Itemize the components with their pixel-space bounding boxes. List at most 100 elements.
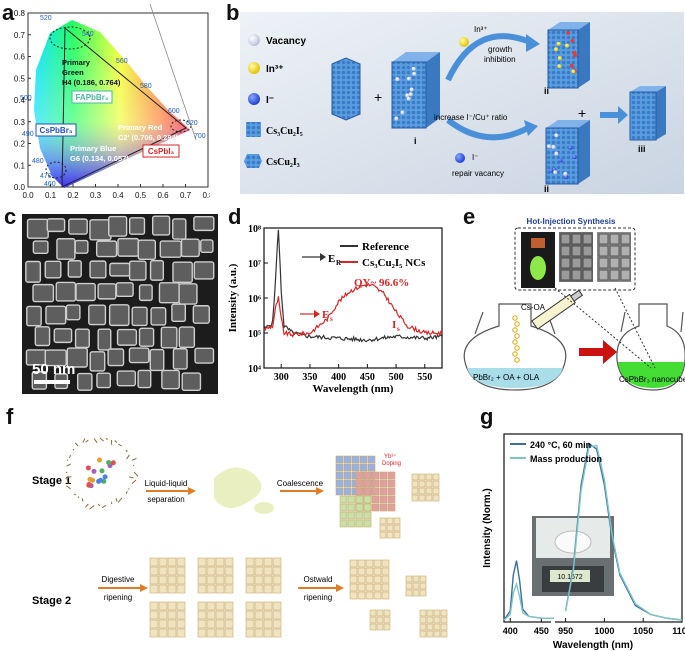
nir-spectrum-chart: 400 450 950 1000 1050 1100 10.1672 240 °C, 60… <box>482 433 685 651</box>
small-particle <box>425 494 433 502</box>
small-particle <box>432 487 440 495</box>
stage2-particle <box>224 628 234 638</box>
iodide-arrow-label: I⁻ <box>472 153 478 162</box>
small-particle <box>411 473 419 481</box>
inset-cube <box>560 245 571 257</box>
inset-cube <box>620 233 631 245</box>
legend-vacancy: Vacancy <box>266 36 306 47</box>
stage2-particle <box>272 584 282 594</box>
nanocube <box>89 219 112 241</box>
ligand <box>81 498 84 502</box>
stage2-particle <box>206 610 216 620</box>
stage2-particle <box>224 557 234 567</box>
nanocube <box>161 369 180 390</box>
stage2-particle <box>149 575 159 585</box>
ligand <box>72 448 75 451</box>
stage2-particle <box>245 575 255 585</box>
ostwald-particle <box>381 559 390 568</box>
stage2-particle <box>206 628 216 638</box>
ligand <box>77 496 80 499</box>
ligand <box>74 442 79 447</box>
stage2-particle <box>263 566 273 576</box>
lattice-ion <box>570 38 575 43</box>
ostwald-particle <box>365 559 374 568</box>
stage2-particle <box>149 566 159 576</box>
stage2-particle <box>263 628 273 638</box>
panel-e-label: e <box>463 204 476 229</box>
nanocube <box>26 218 49 239</box>
wl-600: 600 <box>168 108 180 115</box>
nanocube <box>172 218 187 240</box>
es-label: E <box>322 309 329 321</box>
ostwald-particle <box>383 623 391 631</box>
nanocube <box>137 369 152 389</box>
ostwald-particle <box>405 575 413 583</box>
nanocube <box>107 348 125 367</box>
coalesced-particle <box>343 463 352 472</box>
nanocube <box>25 260 42 283</box>
nanocube <box>115 282 134 297</box>
ligand <box>118 443 122 447</box>
ostwald-particle <box>381 575 390 584</box>
inset-box <box>514 227 636 291</box>
stage2-particle <box>215 610 225 620</box>
coalesced-particle <box>351 455 360 464</box>
ostwald-particle <box>440 630 448 638</box>
is-subscript: s <box>397 325 400 333</box>
d-ytick-label: 10⁶ <box>248 294 261 305</box>
stage2-particle <box>176 619 186 629</box>
g-xtick-label: 1050 <box>633 626 653 636</box>
ostwald-particle <box>383 616 391 624</box>
legend-in3: In³⁺ <box>266 64 284 75</box>
coalesced-particle <box>335 479 344 488</box>
coalesced-particle <box>347 519 356 528</box>
stage2-particle <box>215 575 225 585</box>
stage2-particle <box>224 575 234 585</box>
small-particle <box>432 480 440 488</box>
nanocube <box>149 348 165 372</box>
lattice-ion <box>573 53 578 58</box>
step-i-label: i <box>414 136 417 146</box>
nanocube <box>56 238 76 260</box>
nanocube <box>74 239 89 254</box>
precursor-ion <box>98 477 104 483</box>
ostwald-particle <box>349 567 358 576</box>
inset-cube <box>598 257 609 269</box>
coalesced-particle <box>379 495 388 504</box>
nanocube <box>65 304 81 321</box>
coalesced-particle <box>355 511 364 520</box>
coalesced-particle <box>363 511 372 520</box>
nanocube <box>178 283 198 305</box>
small-particle <box>386 531 394 539</box>
coalesced-particle <box>355 495 364 504</box>
d-xtick-label: 300 <box>274 372 289 383</box>
nanocube <box>88 304 107 326</box>
wl-620: 620 <box>186 120 198 127</box>
a-ytick-label: 0.3 <box>14 118 26 127</box>
d-xtick-label: 350 <box>302 372 317 383</box>
ligand <box>66 463 71 467</box>
stage2-particle <box>158 628 168 638</box>
wl-700: 700 <box>194 133 206 140</box>
stage2-particle <box>272 566 282 576</box>
crystal-ii-top <box>547 29 579 89</box>
nanocube <box>96 372 112 389</box>
stage2-particle <box>263 610 273 620</box>
stage2-particle <box>215 619 225 629</box>
coalescence-label: Coalescence <box>277 479 324 488</box>
precursor-ion <box>85 465 91 471</box>
coalesced-particle <box>371 487 380 496</box>
reference-series-line <box>263 229 443 343</box>
ratio-label: increase I⁻/Cu⁺ ratio <box>434 113 508 122</box>
nanocube <box>116 370 137 387</box>
ostwald-particle <box>426 630 434 638</box>
nanocube <box>178 326 196 349</box>
green-label-3: H4 (0.186, 0.764) <box>62 78 121 87</box>
lattice-ion <box>547 144 552 149</box>
ligand <box>125 490 128 495</box>
ostwald-particle <box>357 591 366 600</box>
ostwald-particle <box>440 616 448 624</box>
coalesced-particle <box>355 487 364 496</box>
lattice-ion <box>554 133 559 138</box>
stage2-particle <box>149 628 159 638</box>
